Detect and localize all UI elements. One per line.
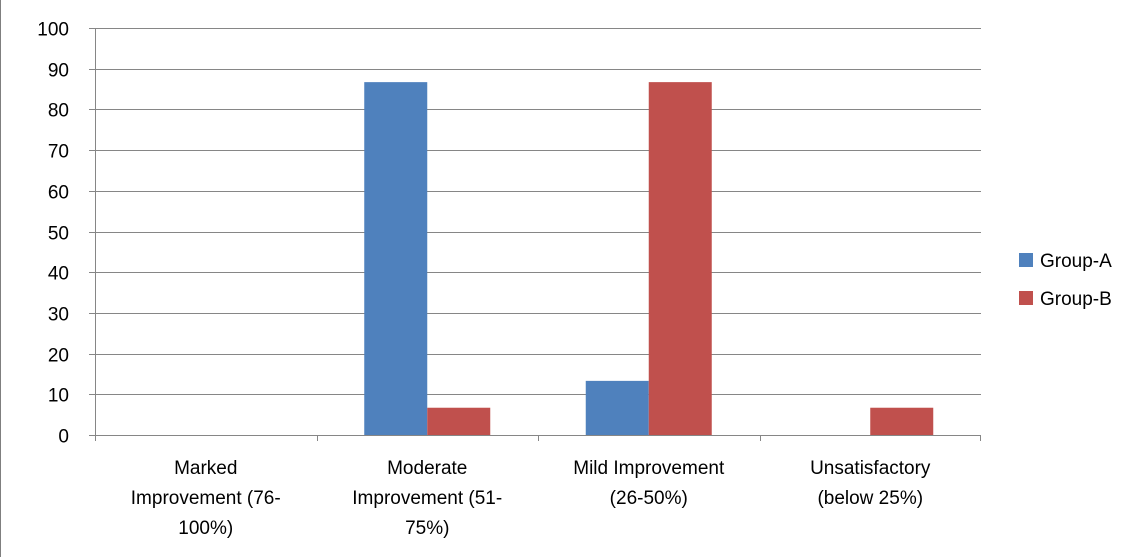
x-category-label-line: Improvement (76- — [131, 488, 281, 509]
y-tick-label: 50 — [48, 224, 69, 245]
bar-group-b — [427, 407, 491, 435]
bar-group-a — [585, 380, 649, 435]
y-tick-label: 0 — [58, 427, 69, 448]
x-category-label-line: 75%) — [405, 518, 449, 539]
legend: Group-A Group-B — [1019, 251, 1112, 310]
y-tick-label: 30 — [48, 305, 69, 326]
legend-label: Group-B — [1040, 289, 1112, 310]
legend-swatch-group-b — [1019, 291, 1033, 305]
y-tick-label: 70 — [48, 142, 69, 163]
bar-group-b — [648, 82, 712, 436]
y-tick-label: 10 — [48, 386, 69, 407]
x-category-label: Mild Improvement (26-50%) — [573, 458, 725, 509]
x-category-label-line: Marked — [174, 458, 237, 479]
bars — [364, 82, 934, 436]
x-category-label-line: Improvement (51- — [352, 488, 502, 509]
x-category-label: Marked Improvement (76- 100%) — [131, 458, 281, 539]
bar-group-b — [870, 407, 934, 435]
x-category-label: Moderate Improvement (51- 75%) — [352, 458, 502, 539]
axes — [89, 28, 981, 441]
legend-label: Group-A — [1040, 251, 1112, 272]
y-tick-label: 100 — [37, 20, 69, 41]
x-category-label: Unsatisfactory (below 25%) — [810, 458, 931, 509]
y-tick-label: 90 — [48, 61, 69, 82]
y-tick-label: 60 — [48, 183, 69, 204]
y-tick-label: 80 — [48, 101, 69, 122]
x-category-label-line: 100%) — [178, 518, 233, 539]
x-category-label-line: Moderate — [387, 458, 467, 479]
x-category-label-line: Unsatisfactory — [810, 458, 931, 479]
x-axis-category-labels: Marked Improvement (76- 100%) Moderate Impro… — [131, 458, 931, 539]
y-tick-label: 40 — [48, 264, 69, 285]
bar-group-a — [364, 82, 428, 436]
legend-swatch-group-a — [1019, 253, 1033, 267]
y-axis-ticks: 0 10 20 30 40 50 60 70 80 90 100 — [37, 20, 69, 448]
y-tick-label: 20 — [48, 346, 69, 367]
x-category-label-line: (26-50%) — [610, 488, 688, 509]
gridlines — [95, 28, 981, 395]
x-category-label-line: Mild Improvement — [573, 458, 725, 479]
x-category-label-line: (below 25%) — [817, 488, 923, 509]
